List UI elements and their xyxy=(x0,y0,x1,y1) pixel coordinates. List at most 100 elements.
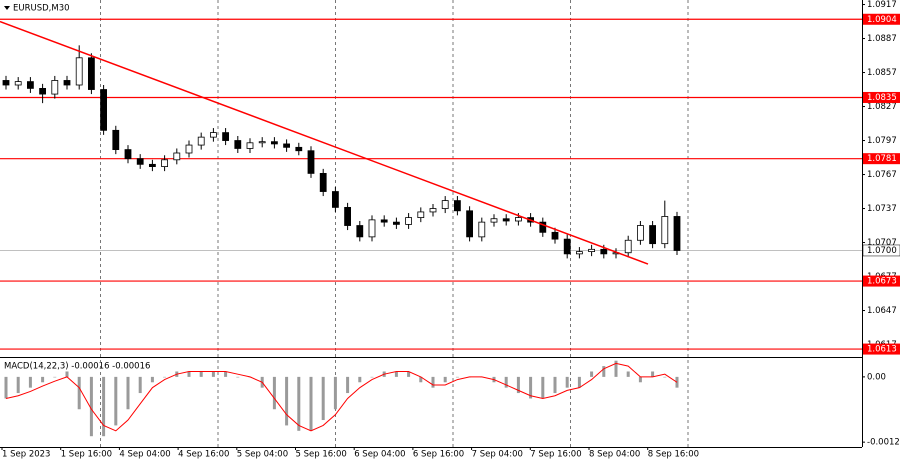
level-label: 1.0904 xyxy=(867,15,897,25)
x-tick-label: 1 Sep 2023 xyxy=(2,450,50,460)
current-price-box xyxy=(862,244,900,257)
macd-bar xyxy=(187,371,191,377)
candle-body xyxy=(588,248,595,252)
macd-bar xyxy=(126,376,130,410)
candle-body xyxy=(100,89,107,131)
signal-line xyxy=(5,362,678,432)
candle-body xyxy=(576,251,583,255)
macd-bar xyxy=(89,376,93,437)
macd-bar xyxy=(504,376,508,388)
macd-bar xyxy=(321,376,325,421)
macd-bar xyxy=(236,376,240,378)
candle-body xyxy=(661,216,669,245)
macd-bar xyxy=(333,376,337,410)
macd-bar xyxy=(102,376,106,437)
macd-bar xyxy=(602,366,606,377)
macd-bar xyxy=(419,376,423,383)
candle-body xyxy=(173,152,181,161)
candle-body xyxy=(283,143,291,148)
y-tick-label: 1.0737 xyxy=(867,204,897,214)
candle-body xyxy=(161,159,169,168)
candle-body xyxy=(112,129,120,150)
macd-bar xyxy=(285,376,289,426)
candle-body xyxy=(380,219,388,223)
candle-body xyxy=(453,200,461,212)
macd-bar xyxy=(346,376,350,394)
macd-bar xyxy=(394,371,398,377)
macd-bar xyxy=(199,371,203,377)
candle-body xyxy=(319,172,327,192)
macd-bar xyxy=(77,376,81,410)
macd-bar xyxy=(309,376,313,431)
candle-body xyxy=(331,191,339,208)
candle-body xyxy=(624,239,632,254)
candle-body xyxy=(466,210,474,238)
candle-body xyxy=(234,140,242,149)
macd-bar xyxy=(577,376,581,388)
candle-body xyxy=(63,80,71,86)
candle-body xyxy=(148,163,156,167)
macd-bar xyxy=(443,376,447,383)
macd-bar xyxy=(455,376,459,378)
candle-body xyxy=(515,217,522,222)
macd-bar xyxy=(358,376,362,383)
level-box xyxy=(863,13,900,25)
level-label: 1.0835 xyxy=(867,93,897,103)
macd-bar xyxy=(626,371,630,377)
candle-body xyxy=(502,218,510,222)
x-tick-label: 4 Sep 04:00 xyxy=(119,450,170,460)
macd-bar xyxy=(163,376,167,378)
macd-bar xyxy=(41,376,45,383)
macd-bar xyxy=(28,376,32,388)
x-tick-label: 7 Sep 04:00 xyxy=(472,450,523,460)
macd-bar xyxy=(663,376,667,378)
macd-bar xyxy=(211,371,215,377)
candle-body xyxy=(417,211,425,219)
macd-bar xyxy=(16,376,20,394)
candle-body xyxy=(136,158,144,165)
level-box xyxy=(863,275,900,287)
candle-body xyxy=(26,81,34,89)
level-box xyxy=(863,343,900,355)
x-tick-label: 5 Sep 16:00 xyxy=(296,450,347,460)
y-tick-label: 1.0707 xyxy=(867,238,897,248)
macd-bar xyxy=(541,376,545,399)
y-tick-label: 1.0647 xyxy=(867,306,897,316)
macd-bar xyxy=(431,376,435,388)
macd-bar xyxy=(65,371,69,377)
y-tick-label: -0.00121 xyxy=(867,438,900,448)
candle-body xyxy=(307,150,315,174)
y-tick-label: 1.0917 xyxy=(867,0,897,10)
macd-bar xyxy=(272,376,276,410)
macd-bar xyxy=(638,376,642,383)
x-tick-label: 7 Sep 16:00 xyxy=(530,450,581,460)
y-tick-label: 1.0797 xyxy=(867,136,897,146)
macd-bar xyxy=(224,371,228,377)
candle-body xyxy=(209,132,217,138)
level-box xyxy=(863,153,900,165)
indicator-title: MACD(14,22,3) -0.00016 -0.00016 xyxy=(4,362,150,372)
symbol-menu-icon xyxy=(4,6,10,10)
macd-bar xyxy=(4,376,8,399)
candle-body xyxy=(673,216,681,251)
x-tick-label: 6 Sep 04:00 xyxy=(354,450,405,460)
macd-bar xyxy=(553,376,557,394)
level-label: 1.0613 xyxy=(867,345,897,355)
macd-bar xyxy=(614,360,618,377)
candle-body xyxy=(75,57,83,86)
y-tick-label: 1.0767 xyxy=(867,170,897,180)
x-tick-label: 1 Sep 16:00 xyxy=(61,450,112,460)
candle-body xyxy=(490,218,498,223)
candle-body xyxy=(368,219,376,238)
candle-body xyxy=(551,231,559,240)
candle-body xyxy=(405,217,413,225)
level-label: 1.0781 xyxy=(867,154,897,164)
y-tick-label: 1.0887 xyxy=(867,34,897,44)
candle-body xyxy=(258,141,266,144)
candle-body xyxy=(295,146,303,152)
y-tick-label: 1.0857 xyxy=(867,68,897,78)
candle-body xyxy=(429,208,437,213)
